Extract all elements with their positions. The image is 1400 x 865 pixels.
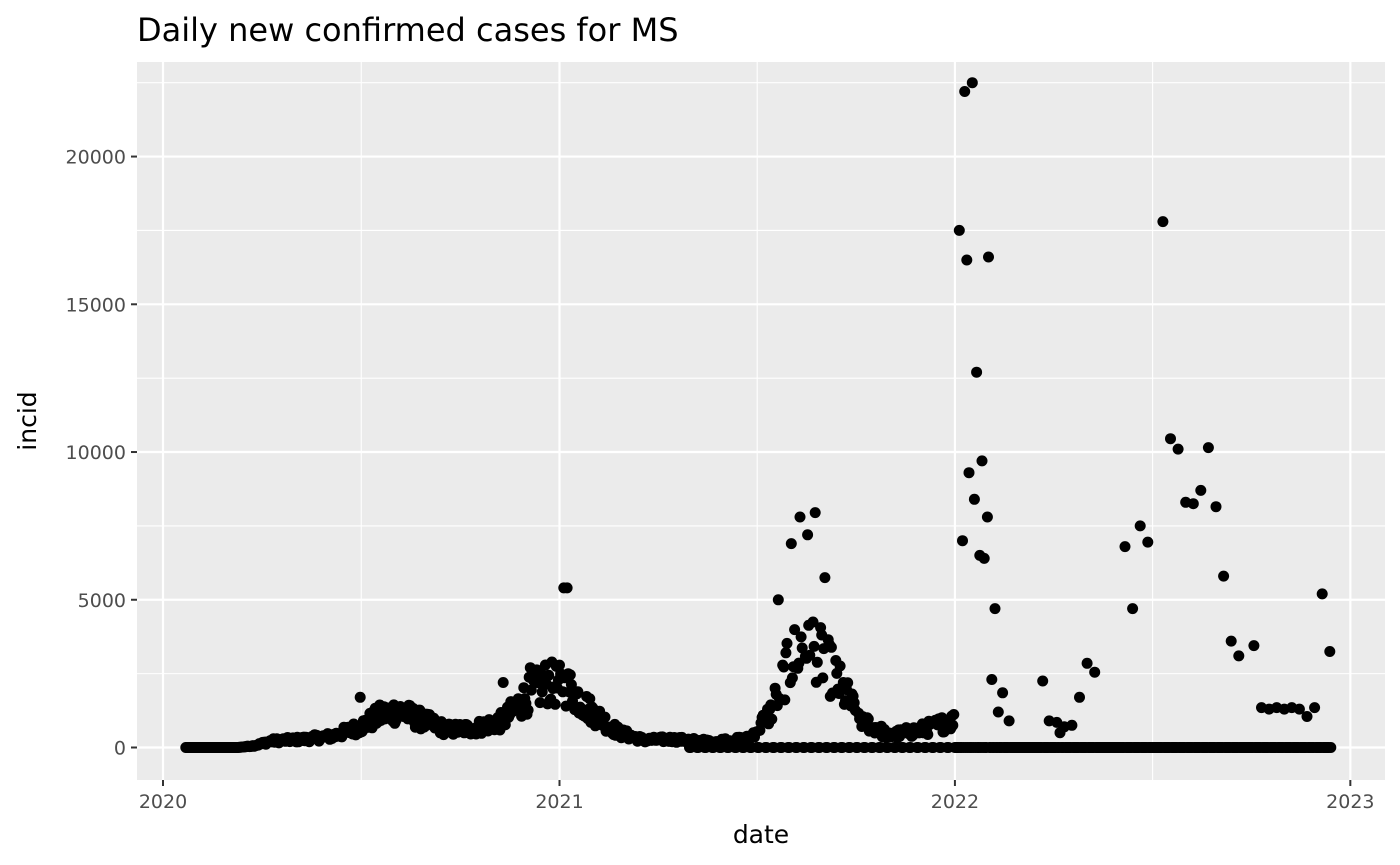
plot-panel — [137, 62, 1385, 780]
x-axis-title: date — [733, 820, 789, 849]
data-point — [807, 616, 819, 628]
data-point — [795, 631, 807, 643]
data-point — [1165, 433, 1176, 445]
data-point — [794, 511, 806, 523]
data-point — [1210, 501, 1222, 513]
data-point — [957, 535, 968, 547]
y-tick-label: 15000 — [66, 294, 126, 316]
data-point — [1325, 742, 1337, 753]
data-point — [947, 719, 959, 731]
data-point — [549, 698, 561, 710]
data-point — [1003, 715, 1015, 727]
data-point — [1225, 635, 1237, 647]
data-point — [953, 224, 965, 236]
y-tick-label: 20000 — [66, 147, 126, 169]
data-point — [1309, 702, 1321, 714]
data-point — [971, 366, 983, 378]
x-tick-label: 2021 — [535, 791, 583, 813]
y-tick-label: 0 — [114, 737, 126, 759]
data-point — [825, 641, 837, 653]
data-point — [961, 254, 973, 266]
data-point — [772, 594, 784, 606]
data-point — [1127, 603, 1139, 615]
data-point — [978, 552, 990, 564]
data-point — [564, 669, 576, 681]
data-point — [966, 77, 978, 89]
data-point — [981, 511, 993, 523]
data-point — [785, 538, 797, 550]
data-point — [819, 572, 831, 584]
y-tick-label: 5000 — [78, 590, 126, 612]
data-point — [862, 713, 874, 725]
data-point — [963, 467, 975, 479]
data-point — [1202, 442, 1214, 454]
data-point — [786, 672, 798, 684]
y-axis: 0 5000 10000 15000 20000 — [66, 147, 137, 759]
y-axis-title: incid — [13, 391, 42, 450]
data-point — [1301, 711, 1313, 722]
data-point — [497, 677, 509, 688]
data-point — [948, 709, 960, 720]
data-point — [779, 694, 791, 706]
data-point — [1293, 703, 1305, 715]
data-point — [781, 637, 793, 649]
data-point — [1074, 691, 1085, 703]
data-point — [1142, 536, 1154, 548]
data-point — [968, 493, 980, 505]
data-point — [1157, 216, 1169, 228]
data-point — [1119, 541, 1131, 553]
data-point — [780, 647, 792, 659]
data-point — [1248, 640, 1260, 652]
data-point — [778, 661, 790, 673]
data-point — [997, 687, 1009, 699]
data-point — [543, 669, 555, 681]
data-point — [1066, 719, 1078, 731]
data-point — [561, 582, 573, 594]
data-point — [1233, 650, 1245, 662]
data-point — [802, 529, 814, 541]
data-point — [834, 660, 846, 672]
data-point — [1324, 646, 1336, 657]
data-point — [1037, 675, 1049, 687]
data-point — [1187, 498, 1199, 510]
data-point — [599, 711, 611, 723]
y-tick-label: 10000 — [66, 442, 126, 464]
chart-title: Daily new confirmed cases for MS — [137, 11, 679, 49]
data-points — [180, 77, 1337, 753]
data-point — [809, 507, 821, 519]
data-point — [354, 691, 366, 703]
data-point — [983, 251, 994, 263]
data-point — [1218, 570, 1230, 582]
data-point — [766, 713, 778, 725]
data-point — [811, 656, 823, 668]
x-tick-label: 2022 — [931, 791, 979, 813]
x-tick-label: 2020 — [139, 791, 187, 813]
data-point — [1089, 666, 1101, 678]
data-point — [804, 649, 816, 661]
data-point — [1172, 443, 1184, 455]
data-point — [796, 642, 808, 654]
x-tick-label: 2023 — [1326, 791, 1374, 813]
data-point — [1134, 520, 1146, 532]
data-point — [554, 659, 565, 671]
data-point — [922, 729, 934, 740]
data-point — [959, 86, 971, 97]
minor-gridlines — [137, 62, 1385, 780]
data-point — [572, 686, 584, 698]
data-point — [842, 677, 854, 689]
data-point — [1195, 484, 1207, 496]
x-axis: 2020 2021 2022 2023 — [139, 780, 1375, 813]
data-point — [992, 706, 1004, 718]
data-point — [817, 672, 829, 684]
data-point — [986, 674, 998, 685]
data-point — [976, 455, 988, 467]
data-point — [1316, 588, 1328, 600]
data-point — [789, 624, 801, 636]
data-point — [522, 704, 534, 716]
data-point — [989, 603, 1001, 615]
data-point — [1081, 657, 1093, 669]
data-point — [808, 640, 820, 652]
